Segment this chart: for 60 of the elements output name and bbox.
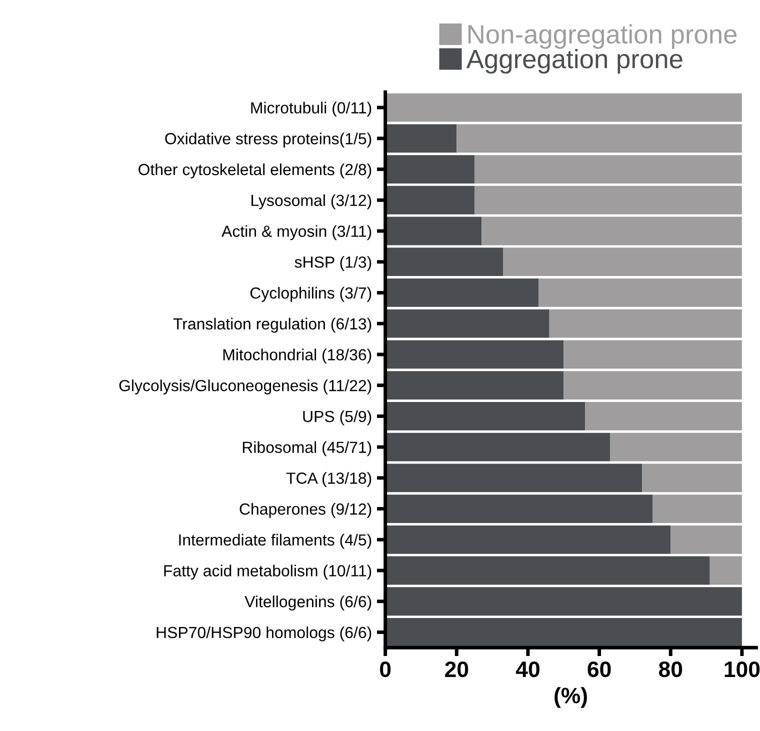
bar (385, 124, 457, 153)
y-tick-label: HSP70/HSP90 homologs (6/6) (156, 626, 372, 642)
bar (385, 618, 742, 646)
y-tick-label: Intermediate filaments (4/5) (179, 534, 372, 549)
bar (564, 371, 742, 400)
bar (385, 278, 539, 307)
bar (385, 494, 653, 523)
y-tick-label: Cyclophilins (3/7) (250, 286, 372, 302)
bar (385, 587, 742, 616)
x-axis-title: (%) (554, 687, 587, 708)
y-tick-label: Oxidative stress proteins(1/5) (165, 132, 372, 148)
bar (474, 155, 742, 184)
bar (503, 248, 742, 276)
bar (564, 340, 742, 369)
y-tick-label: Lysosomal (3/12) (252, 194, 372, 210)
bar (585, 402, 742, 430)
y-tick-label: Other cytoskeletal elements (2/8) (138, 163, 372, 178)
legend-label: Aggregation prone (466, 49, 682, 74)
y-tick-label: Translation regulation (6/13) (173, 318, 372, 333)
x-tick-label: 40 (516, 661, 540, 678)
bar (482, 216, 742, 246)
bar (385, 340, 564, 369)
y-tick-label: Fatty acid metabolism (10/11) (164, 564, 372, 580)
bar (642, 464, 742, 492)
y-tick-label: sHSP (1/3) (294, 256, 372, 271)
bar (385, 155, 474, 184)
y-tick-label: Microtubuli (0/11) (251, 102, 372, 117)
y-tick-label: Actin & myosin (3/11) (222, 225, 372, 240)
bar (538, 278, 742, 307)
bar (385, 186, 474, 214)
x-tick-label: 80 (658, 661, 682, 678)
y-tick-label: TCA (13/18) (286, 472, 372, 488)
y-tick-label: UPS (5/9) (303, 410, 372, 426)
bar (652, 494, 742, 523)
bar (670, 525, 742, 554)
y-tick-label: Mitochondrial (18/36) (223, 348, 372, 364)
bar (385, 248, 504, 276)
y-tick-label: Chaperones (9/12) (240, 502, 372, 518)
x-tick-label: 60 (588, 661, 611, 678)
legend-label: Non-aggregation prone (468, 24, 737, 49)
y-tick-label: Glycolysis/Gluconeogenesis (11/22) (119, 380, 372, 394)
x-tick-label: 0 (380, 661, 391, 678)
bar (385, 402, 586, 430)
y-tick-label: Vitellogenins (6/6) (244, 596, 372, 610)
bar (474, 186, 742, 214)
x-tick-label: 20 (445, 661, 468, 678)
bar (385, 216, 482, 246)
bar (710, 556, 742, 585)
bar (385, 432, 610, 462)
bar (385, 556, 710, 585)
bar (385, 525, 671, 554)
bar (385, 93, 742, 122)
x-tick-label: 100 (724, 661, 760, 678)
bar (456, 124, 742, 153)
bar (385, 371, 564, 400)
bar (385, 309, 550, 338)
y-tick-label: Ribosomal (45/71) (242, 441, 372, 456)
bar (385, 464, 642, 492)
bar (549, 309, 742, 338)
bar (610, 432, 742, 462)
